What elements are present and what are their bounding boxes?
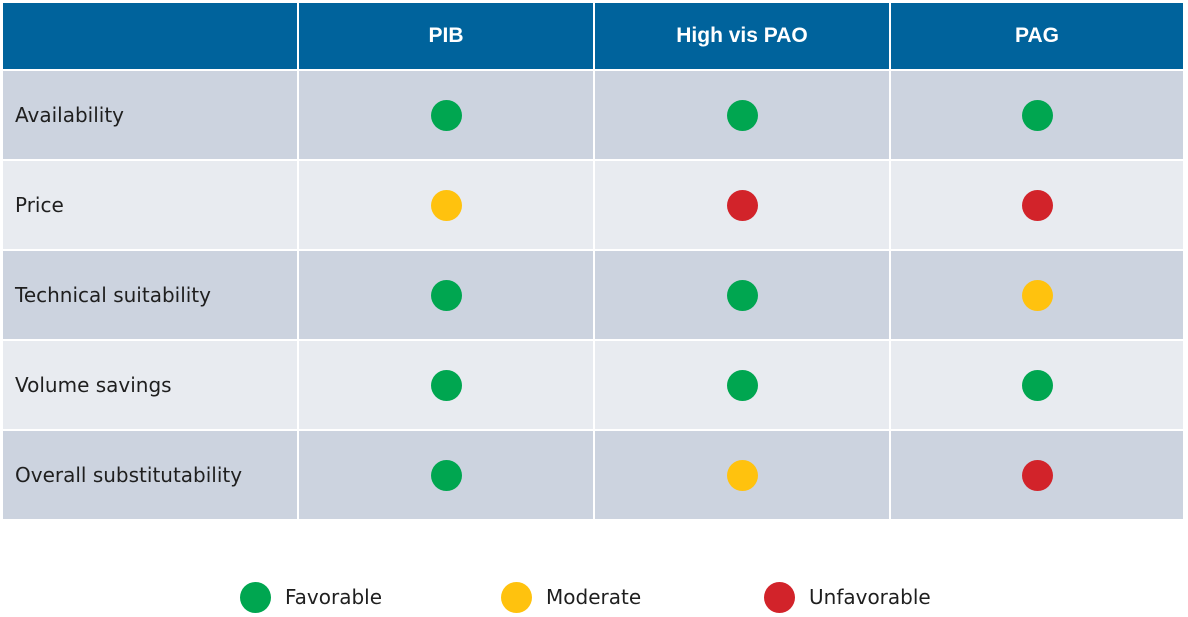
yellow-dot-icon: [501, 581, 532, 613]
rating-cell: [299, 251, 593, 339]
legend-label: Favorable: [285, 585, 383, 609]
rating-cell: [891, 71, 1183, 159]
rating-dot-icon: [1021, 99, 1053, 131]
rating-cell: [595, 251, 889, 339]
column-header-pib: PIB: [299, 3, 593, 69]
legend-item-moderate: Moderate: [501, 579, 641, 615]
rating-cell: [595, 161, 889, 249]
rating-cell: [299, 161, 593, 249]
rating-cell: [299, 431, 593, 519]
rating-dot-icon: [430, 99, 462, 131]
rating-cell: [891, 341, 1183, 429]
rating-dot-icon: [726, 369, 758, 401]
row-label-volume-savings: Volume savings: [3, 341, 297, 429]
legend-item-unfavorable: Unfavorable: [764, 579, 931, 615]
rating-dot-icon: [430, 279, 462, 311]
green-dot-icon: [240, 581, 271, 613]
rating-cell: [891, 251, 1183, 339]
rating-cell: [595, 71, 889, 159]
column-header-pag: PAG: [891, 3, 1183, 69]
rating-cell: [299, 341, 593, 429]
red-dot-icon: [764, 581, 795, 613]
rating-dot-icon: [430, 459, 462, 491]
row-label-overall-substitutability: Overall substitutability: [3, 431, 297, 519]
legend-label: Moderate: [546, 585, 642, 609]
rating-dot-icon: [1021, 279, 1053, 311]
rating-dot-icon: [1021, 369, 1053, 401]
rating-dot-icon: [1021, 459, 1053, 491]
rating-dot-icon: [726, 459, 758, 491]
row-label-availability: Availability: [3, 71, 297, 159]
column-header-high-vis-pao: High vis PAO: [595, 3, 889, 69]
header-corner-cell: [3, 3, 297, 69]
rating-cell: [595, 341, 889, 429]
rating-cell: [891, 161, 1183, 249]
legend: Favorable Moderate Unfavorable: [0, 579, 1188, 615]
row-label-price: Price: [3, 161, 297, 249]
rating-dot-icon: [1021, 189, 1053, 221]
rating-dot-icon: [726, 279, 758, 311]
rating-cell: [299, 71, 593, 159]
legend-label: Unfavorable: [809, 585, 931, 609]
rating-cell: [595, 431, 889, 519]
rating-dot-icon: [726, 99, 758, 131]
rating-dot-icon: [430, 189, 462, 221]
comparison-table: PIB High vis PAO PAG Availability Price …: [3, 3, 1183, 519]
legend-item-favorable: Favorable: [240, 579, 382, 615]
rating-cell: [891, 431, 1183, 519]
rating-dot-icon: [726, 189, 758, 221]
row-label-technical-suitability: Technical suitability: [3, 251, 297, 339]
rating-dot-icon: [430, 369, 462, 401]
